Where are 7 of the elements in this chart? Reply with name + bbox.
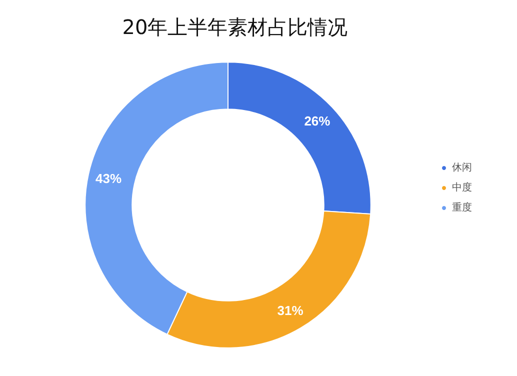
data-label: 43% [96, 170, 122, 186]
legend-label: 中度 [452, 182, 472, 194]
data-label: 26% [304, 114, 331, 129]
chart-title: 20年上半年素材占比情况 [122, 15, 348, 39]
legend-label: 重度 [452, 202, 472, 214]
legend-label: 休闲 [452, 162, 472, 174]
data-label: 31% [277, 302, 304, 318]
